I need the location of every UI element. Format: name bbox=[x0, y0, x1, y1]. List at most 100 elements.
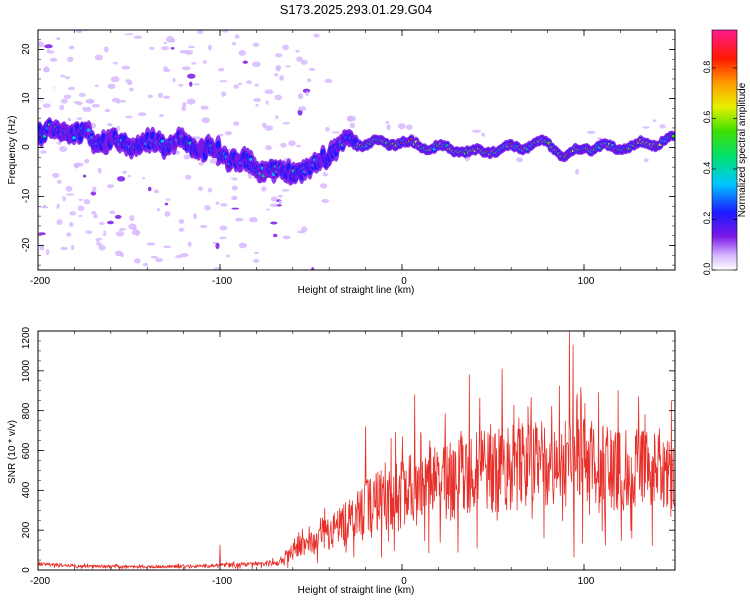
colorbar-tick-label: 0.0 bbox=[702, 263, 712, 276]
spectrogram-cell bbox=[121, 65, 131, 70]
spectrogram-xlabel: Height of straight line (km) bbox=[298, 285, 415, 296]
spectrogram-cell bbox=[178, 219, 185, 224]
spectrogram-cell bbox=[313, 33, 320, 38]
spectrogram-cell bbox=[224, 131, 232, 136]
spectrogram-cell bbox=[181, 105, 186, 112]
spectrogram-cell bbox=[225, 254, 230, 258]
spectrogram-cell bbox=[46, 208, 56, 213]
spectrogram-cell bbox=[264, 192, 268, 199]
spectrogram-cell bbox=[161, 46, 170, 51]
spectrogram-cell bbox=[198, 186, 203, 192]
spectrogram-ytick-label: 0 bbox=[21, 144, 32, 150]
spectrogram-cell bbox=[195, 160, 202, 163]
spectrogram-cell bbox=[297, 230, 306, 234]
figure-title: S173.2025.293.01.29.G04 bbox=[280, 2, 433, 17]
snr-xtick-label: 0 bbox=[401, 576, 407, 587]
spectrogram-cell bbox=[105, 230, 115, 234]
spectrogram-cell bbox=[280, 142, 287, 148]
spectrogram-cell bbox=[157, 92, 164, 99]
spectrogram-cell bbox=[247, 173, 252, 177]
spectrogram-cell bbox=[110, 76, 120, 83]
spectrogram-cell bbox=[122, 170, 127, 174]
spectrogram-cell bbox=[215, 242, 220, 249]
spectrogram-cell bbox=[225, 94, 234, 97]
spectrogram-cell bbox=[625, 136, 632, 140]
spectrogram-cell bbox=[208, 44, 212, 51]
spectrogram-cell bbox=[338, 156, 346, 159]
spectrogram-cell bbox=[179, 253, 189, 258]
spectrogram-cell bbox=[158, 24, 161, 29]
spectrogram-cell bbox=[134, 258, 141, 264]
spectrogram-cell bbox=[78, 135, 83, 139]
spectrogram-cell bbox=[104, 108, 111, 113]
spectrogram-cell bbox=[234, 140, 242, 145]
spectrogram-cell bbox=[347, 115, 356, 122]
spectrogram-cell bbox=[533, 157, 542, 162]
spectrogram-cell bbox=[285, 65, 291, 68]
spectrogram-cell bbox=[40, 98, 47, 105]
spectrogram-cell bbox=[233, 84, 239, 89]
spectrogram-cell bbox=[248, 175, 253, 179]
spectrogram-cell bbox=[193, 136, 202, 140]
spectrogram-cell bbox=[288, 80, 293, 83]
spectrogram-cell bbox=[179, 50, 189, 54]
spectrogram-cell bbox=[256, 277, 264, 279]
spectrogram-cell bbox=[59, 146, 68, 152]
spectrogram-cell bbox=[142, 262, 149, 267]
spectrogram-cell bbox=[82, 107, 92, 112]
spectrogram-cell bbox=[320, 271, 328, 273]
spectrogram-cell bbox=[62, 70, 72, 76]
spectrogram-cell bbox=[39, 244, 45, 251]
spectrogram-cell bbox=[50, 87, 57, 92]
spectrogram-cell bbox=[164, 202, 169, 206]
spectrogram-cell bbox=[96, 242, 103, 246]
spectrogram-cell bbox=[138, 207, 147, 210]
spectrogram-image bbox=[38, 24, 675, 279]
spectrogram-cell bbox=[99, 221, 105, 225]
spectrogram-cell bbox=[204, 199, 212, 203]
spectrogram-cell bbox=[123, 30, 133, 34]
spectrogram-cell bbox=[270, 196, 278, 202]
spectrogram-cell bbox=[182, 102, 187, 107]
snr-ytick-label: 1000 bbox=[21, 359, 32, 382]
spectrogram-cell bbox=[308, 67, 316, 71]
spectrogram-cell bbox=[149, 46, 155, 50]
spectrogram-cell bbox=[107, 220, 114, 225]
spectrogram-cell bbox=[83, 199, 91, 205]
spectrogram-cell bbox=[209, 158, 217, 164]
spectrogram-cell bbox=[48, 207, 57, 210]
spectrogram-cell bbox=[60, 98, 68, 104]
spectrogram-cell bbox=[347, 159, 352, 162]
spectrogram-cell bbox=[131, 230, 141, 236]
spectrogram-cell bbox=[251, 61, 261, 67]
spectrogram-cell bbox=[221, 30, 229, 33]
spectrogram-cell bbox=[142, 177, 146, 180]
snr-series-line bbox=[38, 331, 675, 570]
spectrogram-cell bbox=[278, 200, 282, 205]
spectrogram-cell bbox=[128, 87, 134, 92]
spectrogram-cell bbox=[163, 245, 172, 249]
spectrogram-cell bbox=[117, 176, 126, 182]
spectrogram-xtick-label: -100 bbox=[212, 276, 232, 287]
spectrogram-cell bbox=[89, 255, 93, 261]
spectrogram-cell bbox=[57, 252, 61, 258]
spectrogram-cell bbox=[114, 250, 123, 257]
spectrogram-cell bbox=[285, 146, 292, 152]
spectrogram-cell bbox=[197, 30, 204, 34]
spectrogram-ytick-label: -20 bbox=[21, 237, 32, 252]
spectrogram-cell bbox=[193, 83, 200, 86]
spectrogram-cell bbox=[98, 245, 106, 251]
spectrogram-cell bbox=[39, 30, 45, 34]
spectrogram-cell bbox=[188, 45, 195, 49]
spectrogram-cell bbox=[132, 227, 138, 231]
spectrogram-cell bbox=[259, 233, 263, 237]
spectrogram-cell bbox=[92, 186, 97, 193]
spectrogram-cell bbox=[39, 25, 42, 27]
spectrogram-cell bbox=[112, 61, 118, 65]
colorbar: 0.0 0.2 0.4 0.6 0.8 Normalized spectral … bbox=[702, 29, 748, 276]
spectrogram-cell bbox=[65, 193, 75, 196]
snr-ytick-label: 1200 bbox=[21, 326, 32, 349]
spectrogram-cell bbox=[204, 205, 211, 211]
spectrogram-cell bbox=[261, 186, 267, 192]
